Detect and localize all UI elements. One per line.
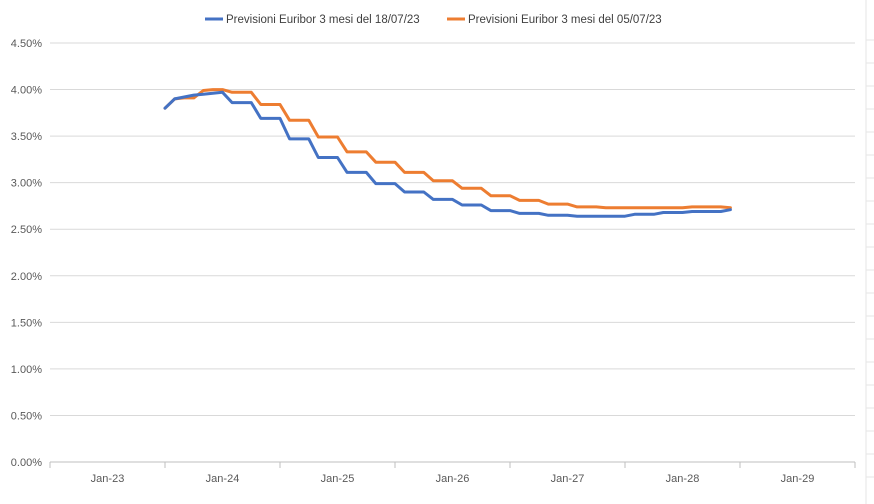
y-tick-label: 4.00% [11, 85, 42, 97]
y-tick-label: 1.50% [11, 317, 42, 329]
y-axis: 0.00% 0.50% 1.00% 1.50% 2.00% 2.50% 3.00% 3.50%… [11, 38, 42, 469]
x-tick-label: Jan-23 [91, 473, 125, 485]
y-tick-label: 4.50% [11, 38, 42, 50]
x-tick-label: Jan-27 [551, 473, 585, 485]
legend-item: Previsioni Euribor 3 mesi del 18/07/23 [205, 14, 420, 26]
legend-item: Previsioni Euribor 3 mesi del 05/07/23 [447, 14, 662, 26]
legend-label: Previsioni Euribor 3 mesi del 05/07/23 [468, 14, 662, 26]
y-tick-label: 0.50% [11, 410, 42, 422]
y-tick-label: 0.00% [11, 457, 42, 469]
y-tick-label: 1.00% [11, 364, 42, 376]
y-tick-label: 2.50% [11, 224, 42, 236]
series-line-1 [163, 90, 732, 218]
gridlines [50, 42, 855, 463]
series-lines [163, 88, 732, 218]
x-tick-label: Jan-29 [781, 473, 815, 485]
legend: Previsioni Euribor 3 mesi del 18/07/23 Pr… [205, 14, 662, 26]
x-tick-label: Jan-28 [666, 473, 700, 485]
y-tick-label: 3.00% [11, 178, 42, 190]
x-tick-label: Jan-24 [206, 473, 240, 485]
x-axis: Jan-23 Jan-24 Jan-25 Jan-26 Jan-27 Jan-28 Jan-… [49, 462, 856, 485]
x-tick-label: Jan-25 [321, 473, 355, 485]
y-tick-label: 2.00% [11, 271, 42, 283]
legend-label: Previsioni Euribor 3 mesi del 18/07/23 [226, 14, 420, 26]
x-tick-label: Jan-26 [436, 473, 470, 485]
y-tick-label: 3.50% [11, 131, 42, 143]
series-line-2 [163, 88, 732, 210]
right-frame [865, 0, 874, 504]
